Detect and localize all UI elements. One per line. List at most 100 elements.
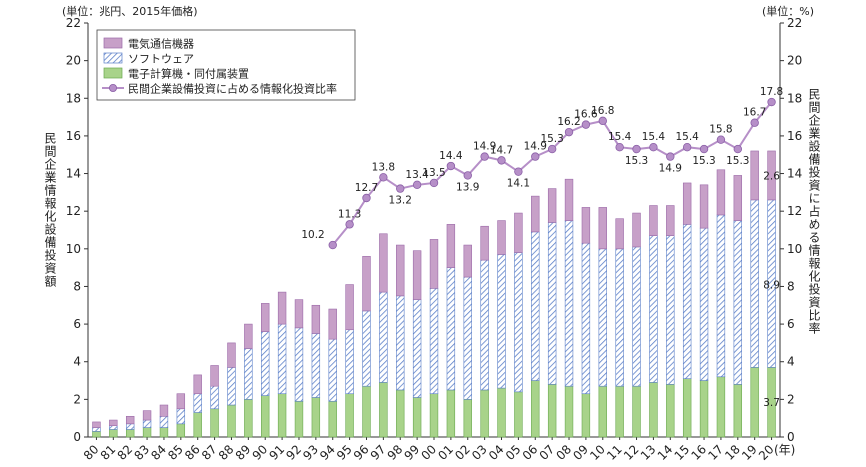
legend-label: 電子計算機・同付属装置 — [128, 67, 249, 81]
right-axis-title: 民間企業設備投資に占める情報化投資比率 — [807, 88, 821, 335]
ratio-label: 15.8 — [709, 124, 732, 136]
ratio-label: 12.7 — [355, 182, 378, 194]
bar-computer-segment — [379, 382, 388, 438]
bar-telecom-segment — [210, 365, 219, 387]
bar-telecom-segment — [345, 284, 354, 331]
bar-telecom-segment — [666, 205, 675, 236]
ratio-label: 13.4 — [405, 169, 429, 181]
bar-software-segment — [429, 288, 439, 395]
right-tick-label: 0 — [787, 430, 795, 444]
ratio-point — [328, 240, 337, 250]
bar-telecom-segment — [396, 244, 405, 297]
ratio-point — [750, 118, 759, 127]
ratio-label: 15.4 — [675, 131, 699, 143]
bar-telecom-segment — [682, 182, 692, 225]
ratio-label: 17.8 — [760, 86, 783, 98]
ratio-point — [649, 142, 658, 152]
bar-software-segment — [193, 393, 202, 413]
left-tick-label: 0 — [73, 430, 81, 444]
ratio-label: 15.3 — [540, 133, 563, 145]
bar-software-segment — [244, 348, 253, 400]
left-tick-label: 12 — [66, 204, 81, 218]
bar-computer-segment — [345, 393, 354, 438]
bar-computer-segment — [412, 397, 422, 438]
ratio-point — [412, 180, 422, 190]
ratio-label: 15.4 — [608, 131, 632, 143]
bar-telecom-segment — [547, 188, 557, 223]
bar-computer-segment — [244, 399, 253, 438]
bar-value-label: 3.7 — [763, 397, 780, 409]
bar-telecom-segment — [615, 218, 624, 250]
bar-computer-segment — [514, 391, 523, 438]
x-axis-suffix: (年) — [774, 443, 795, 457]
ratio-point — [767, 97, 776, 107]
bar-software-segment — [750, 199, 759, 368]
ratio-line-layer: 10.2 11.3 12.7 13.8 13.2 13.413.5 14.4 13.9 14.9… — [301, 86, 783, 250]
bar-computer-segment — [277, 393, 287, 438]
legend-swatch-computer — [103, 67, 123, 79]
bar-computer-segment — [564, 385, 574, 438]
bar-software-segment — [733, 220, 743, 385]
bar-computer-segment — [294, 400, 304, 438]
bar-software-segment — [666, 235, 675, 385]
legend-swatch-software — [103, 52, 123, 64]
bar-value-label: 2.6 — [763, 170, 780, 182]
bar-computer-segment — [142, 427, 152, 438]
bar-software-segment — [227, 367, 236, 406]
ratio-label: 14.9 — [524, 141, 547, 153]
ratio-point — [581, 120, 591, 129]
bar-telecom-segment — [733, 175, 743, 221]
bar-telecom-segment — [227, 342, 236, 368]
right-tick-label: 4 — [787, 355, 795, 369]
bar-computer-segment — [446, 389, 456, 438]
bar-telecom-segment — [564, 178, 574, 221]
bar-software-segment — [92, 427, 101, 432]
bar-telecom-segment — [649, 205, 658, 236]
bar-software-segment — [345, 329, 354, 395]
bar-telecom-segment — [632, 212, 641, 248]
left-tick-label: 10 — [66, 242, 81, 256]
ratio-point — [379, 173, 388, 182]
bar-software-segment — [109, 425, 118, 430]
legend-label: ソフトウェア — [128, 53, 194, 66]
bar-telecom-segment — [598, 207, 607, 250]
bar-telecom-segment — [412, 250, 422, 300]
ratio-point — [547, 144, 557, 154]
left-axis-title: 民間企業情報化設備投資額 — [43, 132, 57, 288]
ratio-point — [345, 220, 354, 229]
ratio-point — [463, 171, 472, 180]
ratio-point — [480, 152, 489, 161]
ratio-label: 13.2 — [389, 195, 412, 207]
ratio-label: 14.4 — [439, 150, 463, 162]
ratio-point — [446, 161, 456, 171]
bar-value-label: 8.9 — [763, 280, 780, 292]
ratio-label: 13.5 — [422, 167, 445, 179]
ratio-point — [632, 144, 641, 154]
ratio-label: 16.2 — [557, 116, 580, 128]
bar-telecom-segment — [142, 410, 152, 421]
bar-software-segment — [396, 295, 405, 391]
bar-computer-segment — [429, 393, 439, 438]
bar-computer-segment — [210, 408, 219, 438]
bar-computer-segment — [497, 387, 506, 438]
bar-software-segment — [159, 415, 169, 428]
ratio-label: 14.9 — [473, 141, 496, 153]
left-unit-label: (単位：兆円、2015年価格) — [62, 4, 198, 18]
ratio-label: 14.1 — [507, 178, 530, 190]
ratio-point — [429, 178, 439, 188]
bar-telecom-segment — [463, 244, 472, 278]
bar-software-segment — [142, 419, 152, 428]
bar-software-segment — [125, 423, 135, 430]
right-tick-label: 10 — [787, 242, 802, 256]
left-tick-label: 20 — [66, 54, 81, 68]
bar-telecom-segment — [446, 224, 456, 268]
ratio-point — [666, 152, 675, 161]
bar-telecom-segment — [362, 256, 371, 312]
ratio-point — [362, 193, 371, 203]
bar-computer-segment — [649, 382, 658, 438]
right-tick-label: 16 — [787, 129, 802, 143]
bar-telecom-segment — [328, 308, 337, 340]
right-tick-label: 14 — [787, 167, 802, 181]
ratio-label: 10.2 — [301, 229, 324, 241]
left-tick-label: 6 — [73, 317, 81, 331]
